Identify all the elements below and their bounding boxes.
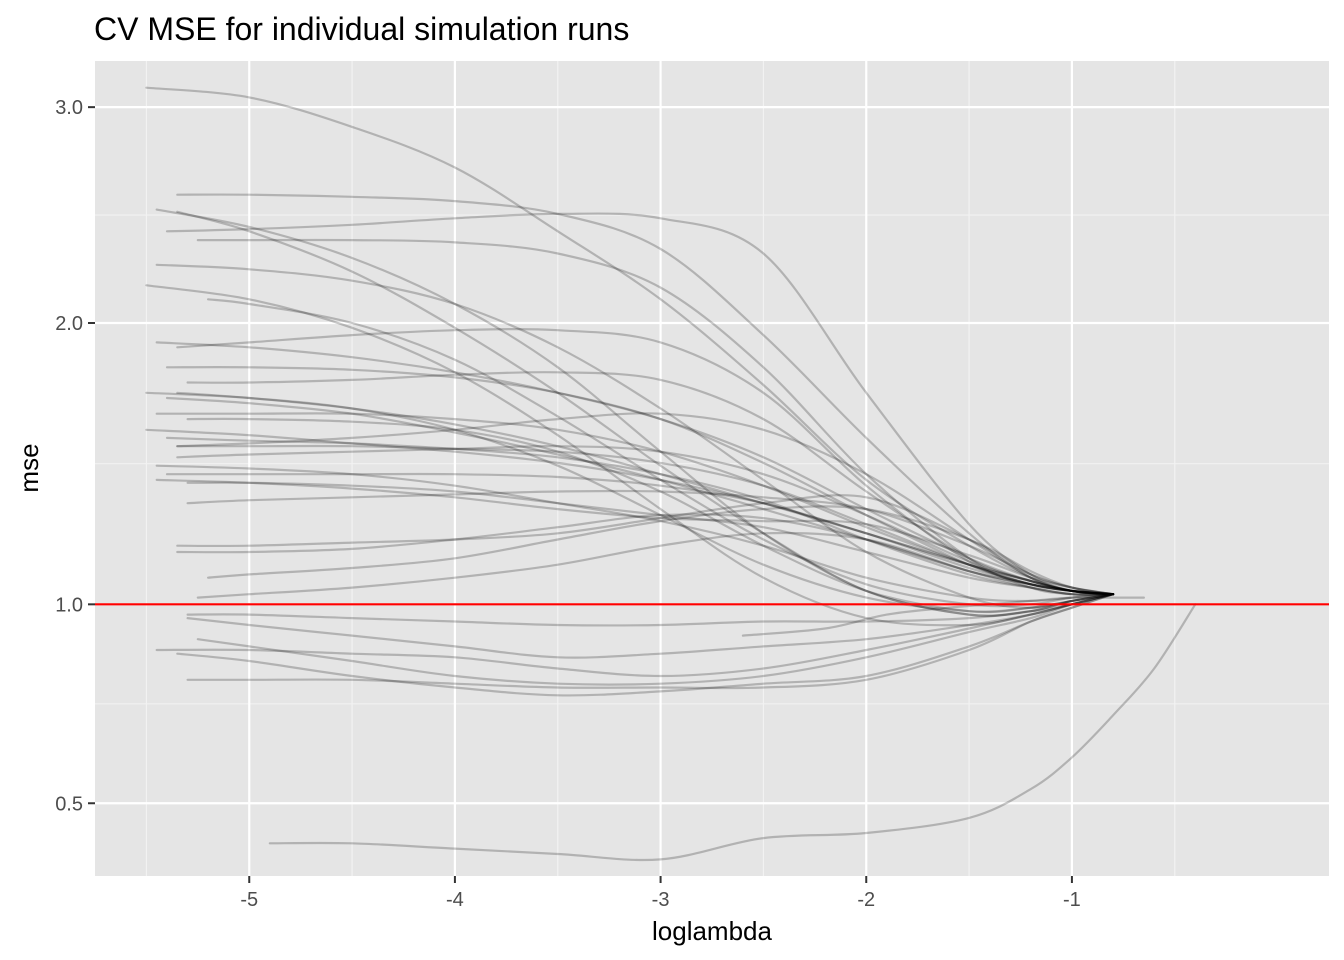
series-line-14 <box>145 391 1115 613</box>
series-layer <box>145 86 1197 862</box>
series-line-4 <box>165 212 1115 596</box>
series-line-35 <box>155 593 1115 678</box>
x-tick-label: -3 <box>652 889 670 911</box>
series-line-17 <box>186 417 1115 614</box>
series-line-12 <box>165 365 1115 596</box>
series-line-34 <box>186 593 1115 659</box>
series-line-6 <box>176 210 1115 617</box>
series-line-39 <box>268 603 1197 862</box>
x-axis: -5 -4 -3 -2 -1 <box>240 876 1081 911</box>
series-line-25 <box>165 472 1115 596</box>
series-line-37 <box>186 593 1115 690</box>
series-line-32 <box>196 531 1115 599</box>
y-tick-label: 1.0 <box>55 594 83 616</box>
series-line-3 <box>155 208 1115 617</box>
x-tick-label: -5 <box>240 889 258 911</box>
x-tick-label: -4 <box>446 889 464 911</box>
series-line-21 <box>165 436 1115 596</box>
series-line-31 <box>207 505 1115 596</box>
series-line-33 <box>186 593 1115 627</box>
y-axis-label: mse <box>14 443 44 492</box>
series-line-15 <box>176 391 1115 596</box>
series-line-38 <box>196 593 1115 686</box>
series-line-10 <box>155 341 1115 596</box>
x-tick-label: -2 <box>857 889 875 911</box>
series-line-22 <box>176 444 1115 596</box>
series-line-8 <box>145 284 1115 627</box>
y-axis: 0.5 1.0 2.0 3.0 <box>55 97 95 815</box>
series-line-28 <box>186 489 1115 596</box>
series-line-13 <box>186 371 1115 596</box>
chart-title: CV MSE for individual simulation runs <box>94 11 629 47</box>
x-axis-label: loglambda <box>652 916 773 946</box>
series-line-23 <box>176 445 1115 596</box>
series-line-27 <box>186 481 1115 596</box>
series-line-18 <box>155 412 1115 596</box>
y-tick-label: 3.0 <box>55 97 83 119</box>
series-line-7 <box>155 263 1115 609</box>
series-line-2 <box>176 193 1115 596</box>
series-line-16 <box>165 396 1115 596</box>
x-tick-label: -1 <box>1063 889 1081 911</box>
y-tick-label: 2.0 <box>55 313 83 335</box>
series-line-30 <box>176 513 1115 596</box>
series-line-26 <box>155 478 1115 596</box>
series-line-36 <box>176 593 1115 697</box>
series-line-5 <box>196 238 1115 596</box>
series-line-24 <box>155 464 1115 603</box>
y-tick-label: 0.5 <box>55 793 83 815</box>
series-line-19 <box>176 412 1115 596</box>
grid-minor <box>95 61 1329 876</box>
series-line-1 <box>145 86 1115 596</box>
series-line-20 <box>145 428 1115 596</box>
series-line-11 <box>176 328 1115 596</box>
plot-panel <box>95 61 1329 876</box>
series-line-29 <box>176 494 1115 596</box>
